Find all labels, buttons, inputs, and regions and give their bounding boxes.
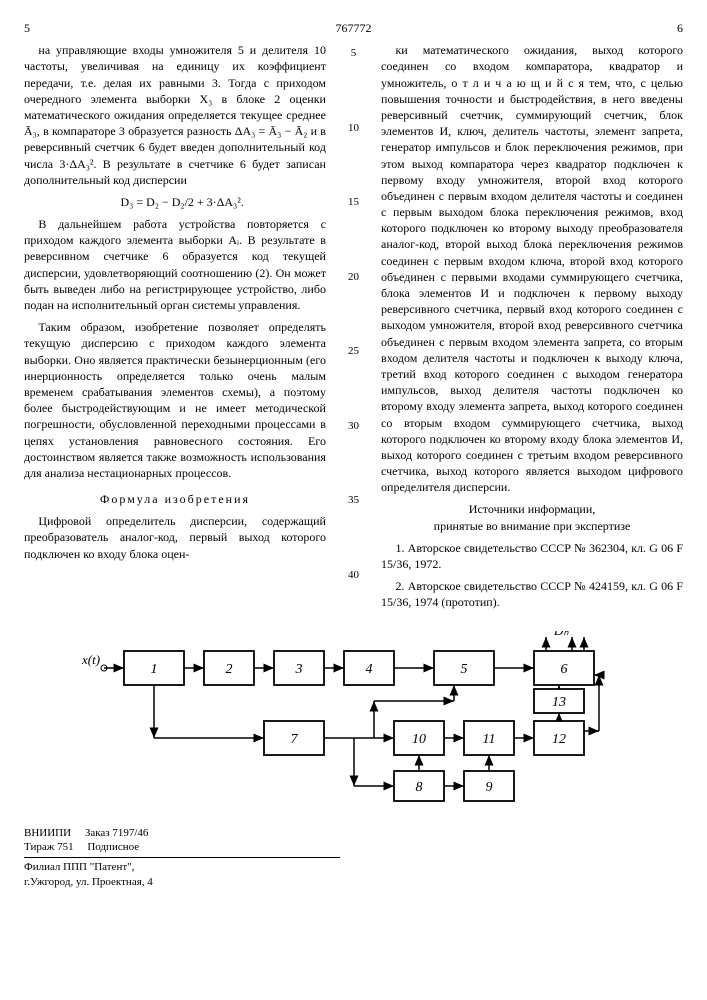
svg-text:10: 10 [412, 732, 426, 747]
svg-text:3: 3 [294, 662, 302, 677]
left-p2: В дальнейшем работа устройства повторяет… [24, 216, 326, 313]
page-number-left: 5 [24, 20, 30, 36]
right-p1: ки математического ожидания, выход котор… [381, 42, 683, 495]
line-no: 10 [344, 121, 363, 136]
claims-heading: Формула изобретения [100, 492, 250, 506]
svg-text:6: 6 [560, 662, 567, 677]
svg-text:1: 1 [150, 662, 157, 677]
imprint-left: ВНИИПИ Заказ 7197/46 Тираж 751 Подписное… [24, 826, 340, 890]
imprint-block: ВНИИПИ Заказ 7197/46 Тираж 751 Подписное… [24, 826, 683, 890]
imprint-addr: г.Ужгород, ул. Проектная, 4 [24, 876, 153, 888]
line-no: 30 [344, 419, 363, 434]
svg-text:12: 12 [552, 732, 566, 747]
svg-text:7: 7 [290, 732, 298, 747]
left-p4: Цифровой определитель дисперсии, содержа… [24, 513, 326, 562]
margin-line-numbers: 5 10 15 20 25 30 35 40 [344, 42, 363, 616]
line-no: 15 [344, 195, 363, 210]
svg-text:13: 13 [552, 695, 566, 710]
dispersion-formula: D₃ = D₂ − D₂/2 + 3·ΔA₃². [24, 194, 326, 210]
imprint-signed: Подписное [87, 841, 139, 853]
patent-number: 767772 [336, 21, 372, 35]
line-no: 35 [344, 493, 363, 508]
line-no: 20 [344, 270, 363, 285]
page-header: 5 767772 6 [24, 20, 683, 36]
svg-text:2: 2 [225, 662, 232, 677]
line-no: 40 [344, 568, 363, 583]
left-column: на управляющие входы умножителя 5 и дели… [24, 42, 326, 616]
imprint-branch: Филиал ППП "Патент", [24, 861, 134, 873]
source-1: 1. Авторское свидетельство СССР № 362304… [381, 540, 683, 572]
imprint-right [367, 826, 683, 890]
svg-text:5: 5 [460, 662, 467, 677]
left-p3: Таким образом, изобретение позволяет опр… [24, 319, 326, 481]
svg-text:Dₙ: Dₙ [553, 631, 569, 638]
left-p1: на управляющие входы умножителя 5 и дели… [24, 42, 326, 188]
imprint-order: Заказ 7197/46 [85, 827, 149, 839]
block-diagram: x(t)Dₙ12345671011121389 [74, 631, 634, 816]
svg-text:11: 11 [482, 732, 495, 747]
line-no: 25 [344, 344, 363, 359]
svg-text:9: 9 [485, 780, 492, 795]
two-column-body: на управляющие входы умножителя 5 и дели… [24, 42, 683, 616]
sources-heading: Источники информации, принятые во вниман… [381, 501, 683, 533]
line-no: 5 [344, 46, 363, 61]
imprint-org: ВНИИПИ [24, 827, 71, 839]
source-2: 2. Авторское свидетельство СССР № 424159… [381, 578, 683, 610]
svg-text:8: 8 [415, 780, 422, 795]
right-column: ки математического ожидания, выход котор… [381, 42, 683, 616]
svg-text:x(t): x(t) [81, 652, 100, 667]
svg-text:4: 4 [365, 662, 372, 677]
imprint-tirazh: Тираж 751 [24, 841, 74, 853]
page-number-right: 6 [677, 20, 683, 36]
